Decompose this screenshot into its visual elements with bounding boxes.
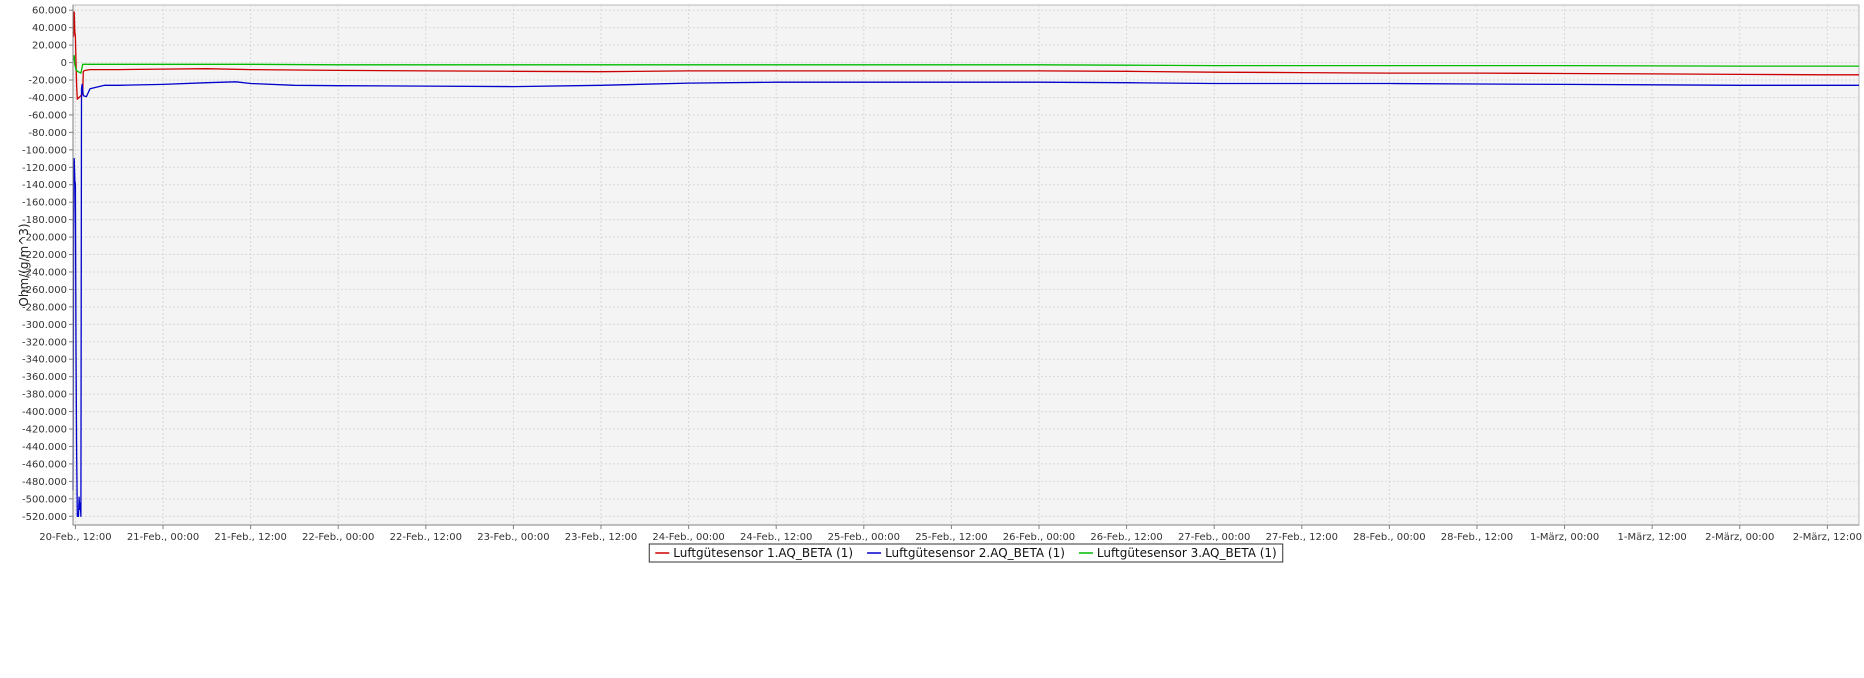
y-tick-label: 40.000 bbox=[32, 23, 67, 34]
y-tick-label: -380.000 bbox=[22, 390, 67, 401]
series-lines bbox=[72, 11, 1859, 517]
x-tick-label: 24-Feb., 12:00 bbox=[740, 532, 812, 543]
plot-area bbox=[72, 4, 1860, 526]
y-tick-label: 20.000 bbox=[32, 41, 67, 52]
y-tick-label: -320.000 bbox=[22, 337, 67, 348]
x-tick-label: 21-Feb., 12:00 bbox=[214, 532, 286, 543]
legend-item-sensor-3: Luftgütesensor 3.AQ_BETA (1) bbox=[1078, 546, 1277, 560]
x-tick-label: 25-Feb., 12:00 bbox=[915, 532, 987, 543]
y-tick-label: -200.000 bbox=[22, 233, 67, 244]
y-tick-label: -460.000 bbox=[22, 459, 67, 470]
legend: Luftgütesensor 1.AQ_BETA (1) Luftgütesens… bbox=[648, 543, 1284, 563]
y-tick-label: -340.000 bbox=[22, 355, 67, 366]
y-tick-label: -440.000 bbox=[22, 442, 67, 453]
x-tick-label: 28-Feb., 12:00 bbox=[1441, 532, 1513, 543]
x-axis: 20-Feb., 12:00 21-Feb., 00:00 21-Feb., 12:… bbox=[39, 524, 1862, 543]
legend-label: Luftgütesensor 1.AQ_BETA (1) bbox=[673, 546, 853, 560]
series-line-sensor-3 bbox=[72, 54, 1859, 74]
y-tick-label: -400.000 bbox=[22, 407, 67, 418]
y-tick-label: -120.000 bbox=[22, 163, 67, 174]
y-tick-label: -160.000 bbox=[22, 198, 67, 209]
x-tick-label: 20-Feb., 12:00 bbox=[39, 532, 111, 543]
x-tick-label: 1-März, 00:00 bbox=[1530, 532, 1599, 543]
y-tick-label: -360.000 bbox=[22, 372, 67, 383]
y-axis-label: Ohm/(g/m^3) bbox=[17, 223, 31, 306]
x-tick-label: 21-Feb., 00:00 bbox=[127, 532, 199, 543]
y-tick-label: 0 bbox=[61, 58, 67, 69]
y-tick-label: -240.000 bbox=[22, 267, 67, 278]
x-tick-label: 28-Feb., 00:00 bbox=[1353, 532, 1425, 543]
x-tick-label: 23-Feb., 12:00 bbox=[565, 532, 637, 543]
x-tick-label: 22-Feb., 00:00 bbox=[302, 532, 374, 543]
y-tick-label: -60.000 bbox=[28, 110, 67, 121]
x-tick-label: 1-März, 12:00 bbox=[1618, 532, 1687, 543]
legend-label: Luftgütesensor 2.AQ_BETA (1) bbox=[885, 546, 1065, 560]
series-line-sensor-1 bbox=[72, 11, 1859, 100]
y-tick-label: -500.000 bbox=[22, 494, 67, 505]
legend-label: Luftgütesensor 3.AQ_BETA (1) bbox=[1097, 546, 1277, 560]
y-tick-label: -220.000 bbox=[22, 250, 67, 261]
y-tick-label: -140.000 bbox=[22, 180, 67, 191]
y-tick-label: -40.000 bbox=[28, 93, 67, 104]
legend-box bbox=[648, 543, 1284, 563]
y-tick-label: -260.000 bbox=[22, 285, 67, 296]
y-tick-label: -100.000 bbox=[22, 145, 67, 156]
y-tick-label: -280.000 bbox=[22, 302, 67, 313]
legend-item-sensor-1: Luftgütesensor 1.AQ_BETA (1) bbox=[655, 546, 853, 560]
grid-lines bbox=[73, 5, 1859, 525]
y-tick-label: 60.000 bbox=[32, 6, 67, 17]
x-tick-label: 22-Feb., 12:00 bbox=[390, 532, 462, 543]
x-tick-label: 27-Feb., 00:00 bbox=[1178, 532, 1250, 543]
y-tick-label: -80.000 bbox=[28, 128, 67, 139]
y-tick-label: -420.000 bbox=[22, 425, 67, 436]
x-tick-label: 2-März, 00:00 bbox=[1705, 532, 1774, 543]
x-tick-label: 24-Feb., 00:00 bbox=[652, 532, 724, 543]
x-tick-label: 2-März, 12:00 bbox=[1793, 532, 1862, 543]
y-tick-label: -520.000 bbox=[22, 512, 67, 523]
x-tick-label: 27-Feb., 12:00 bbox=[1266, 532, 1338, 543]
y-axis: 60.000 40.000 20.000 0 -20.000 -40.000 -60.000… bbox=[22, 5, 74, 525]
y-tick-label: -480.000 bbox=[22, 477, 67, 488]
series-line-sensor-2 bbox=[72, 81, 1859, 517]
y-tick-label: -300.000 bbox=[22, 320, 67, 331]
legend-item-sensor-2: Luftgütesensor 2.AQ_BETA (1) bbox=[867, 546, 1065, 560]
y-tick-label: -180.000 bbox=[22, 215, 67, 226]
x-tick-label: 26-Feb., 00:00 bbox=[1003, 532, 1075, 543]
x-tick-label: 26-Feb., 12:00 bbox=[1090, 532, 1162, 543]
x-tick-label: 25-Feb., 00:00 bbox=[828, 532, 900, 543]
x-tick-label: 23-Feb., 00:00 bbox=[477, 532, 549, 543]
y-tick-label: -20.000 bbox=[28, 76, 67, 87]
